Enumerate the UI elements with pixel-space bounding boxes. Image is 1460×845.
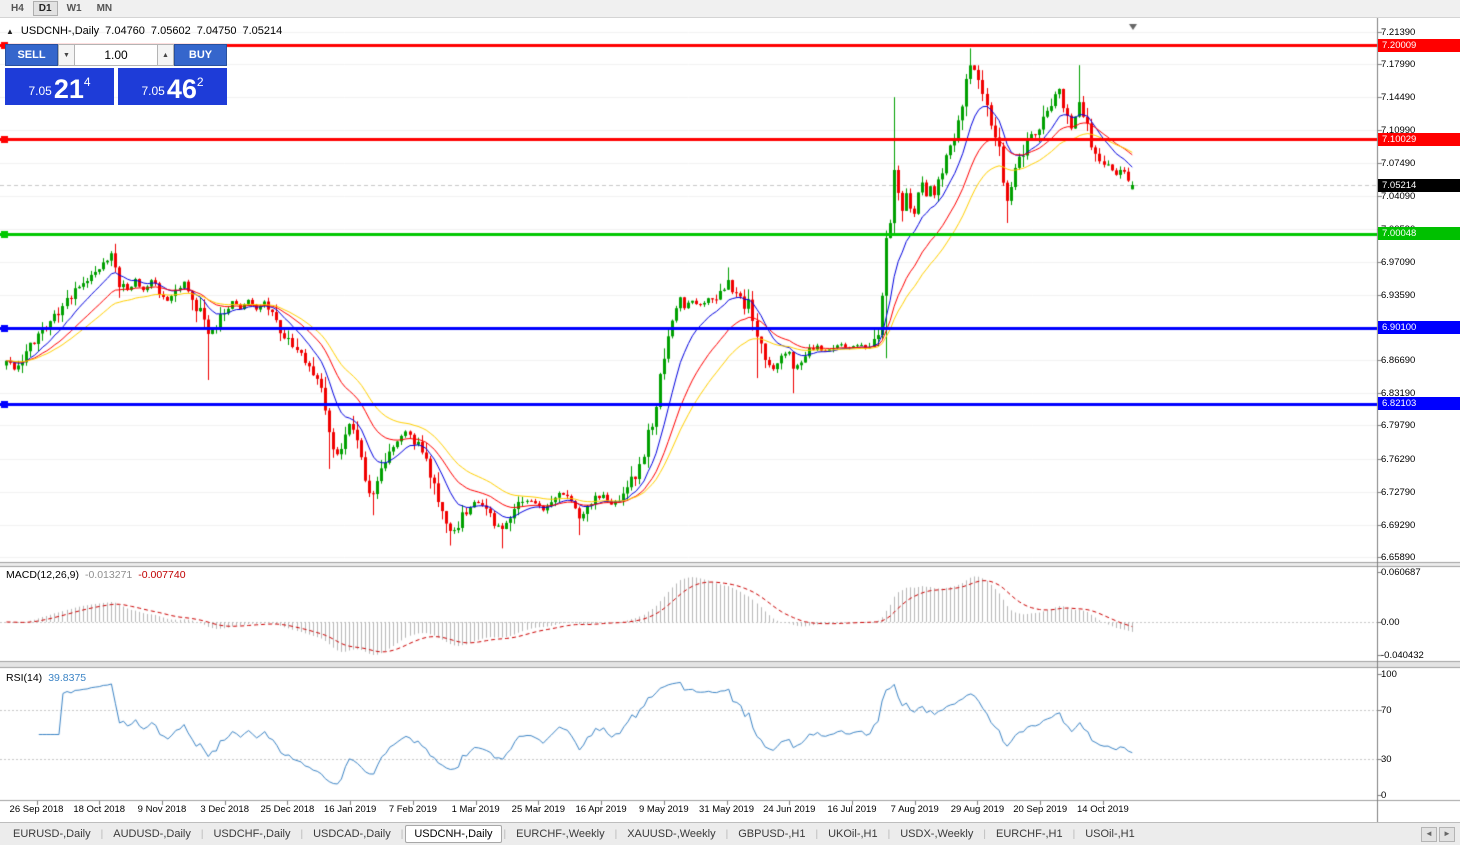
tabs-scroll-right-icon: ► bbox=[1443, 829, 1451, 838]
quote-open: 7.04760 bbox=[105, 25, 145, 37]
spinner-down-icon: ▼ bbox=[63, 51, 70, 59]
period-button-w1[interactable]: W1 bbox=[61, 1, 88, 16]
tab-separator: | bbox=[400, 828, 404, 840]
macd-signal-value: -0.007740 bbox=[138, 569, 186, 581]
buy-price-button[interactable]: 7.05 46 2 bbox=[118, 68, 227, 105]
tabs-scroll-left-button[interactable]: ◄ bbox=[1421, 826, 1437, 842]
chart-tab-usoil-h1[interactable]: USOil-,H1 bbox=[1085, 828, 1135, 840]
chart-title: ▲ USDCNH-,Daily 7.04760 7.05602 7.04750 … bbox=[6, 25, 282, 37]
chart-tab-xauusd-weekly[interactable]: XAUUSD-,Weekly bbox=[627, 828, 716, 840]
sell-button[interactable]: SELL bbox=[5, 44, 58, 66]
tab-separator: | bbox=[725, 828, 729, 840]
chart-tab-ukoil-h1[interactable]: UKOil-,H1 bbox=[828, 828, 878, 840]
macd-label: MACD(12,26,9) -0.013271 -0.007740 bbox=[6, 569, 186, 581]
quote-low: 7.04750 bbox=[196, 25, 237, 37]
rsi-label: RSI(14) 39.8375 bbox=[6, 672, 86, 684]
tab-scroll-arrows: ◄ ► bbox=[1421, 826, 1455, 842]
chart-tab-eurchf-weekly[interactable]: EURCHF-,Weekly bbox=[516, 828, 605, 840]
spinner-up-icon: ▲ bbox=[162, 51, 169, 59]
chart-tab-eurusd-daily[interactable]: EURUSD-,Daily bbox=[13, 828, 91, 840]
chart-tab-audusd-daily[interactable]: AUDUSD-,Daily bbox=[113, 828, 191, 840]
tab-separator: | bbox=[815, 828, 819, 840]
price-chart-canvas[interactable] bbox=[0, 18, 1460, 822]
quote-high: 7.05602 bbox=[150, 25, 191, 37]
chart-tab-usdx-weekly[interactable]: USDX-,Weekly bbox=[900, 828, 974, 840]
buy-price-point: 2 bbox=[196, 75, 204, 89]
tab-separator: | bbox=[1072, 828, 1076, 840]
tab-separator: | bbox=[614, 828, 618, 840]
macd-name: MACD(12,26,9) bbox=[6, 569, 79, 581]
buy-button[interactable]: BUY bbox=[174, 44, 227, 66]
chart-window[interactable]: ▲ USDCNH-,Daily 7.04760 7.05602 7.04750 … bbox=[0, 18, 1460, 822]
rsi-name: RSI(14) bbox=[6, 672, 43, 684]
tab-separator: | bbox=[200, 828, 204, 840]
timeframe-toolbar: H4 D1 W1 MN bbox=[0, 0, 1460, 18]
sell-price-pips: 21 bbox=[53, 74, 84, 104]
sell-price-button[interactable]: 7.05 21 4 bbox=[5, 68, 114, 105]
buy-price-figure: 7.05 bbox=[141, 84, 165, 98]
volume-decrease-button[interactable]: ▼ bbox=[58, 44, 75, 66]
rsi-value: 39.8375 bbox=[48, 672, 87, 684]
chart-tab-usdchf-daily[interactable]: USDCHF-,Daily bbox=[213, 828, 291, 840]
tab-separator: | bbox=[983, 828, 986, 840]
tab-separator: | bbox=[300, 828, 304, 840]
timeframe-buttons: H4 D1 W1 MN bbox=[5, 1, 118, 16]
chart-tab-eurchf-h1[interactable]: EURCHF-,H1 bbox=[995, 828, 1063, 840]
macd-value: -0.013271 bbox=[84, 569, 133, 581]
period-button-d1[interactable]: D1 bbox=[32, 1, 58, 16]
buy-price-pips: 46 bbox=[166, 74, 197, 104]
chart-symbol-period: USDCNH-,Daily bbox=[20, 25, 100, 37]
chart-tab-usdcnh-daily[interactable]: USDCNH-,Daily bbox=[405, 825, 502, 843]
tabs-scroll-left-icon: ◄ bbox=[1425, 829, 1433, 838]
chart-tabs: EURUSD-,Daily | AUDUSD-,Daily | USDCHF-,Dail… bbox=[5, 825, 1143, 843]
quote-close: 7.05214 bbox=[242, 25, 283, 37]
chart-tab-usdcad-daily[interactable]: USDCAD-,Daily bbox=[313, 828, 391, 840]
volume-input[interactable] bbox=[75, 44, 157, 66]
one-click-collapse-icon[interactable]: ▲ bbox=[6, 26, 14, 36]
tab-separator: | bbox=[503, 828, 507, 840]
tabs-scroll-right-button[interactable]: ► bbox=[1439, 826, 1455, 842]
tab-separator: | bbox=[887, 828, 891, 840]
chart-tab-gbpusd-h1[interactable]: GBPUSD-,H1 bbox=[738, 828, 806, 840]
chart-tabs-bar: EURUSD-,Daily | AUDUSD-,Daily | USDCHF-,Dail… bbox=[0, 822, 1460, 845]
sell-price-point: 4 bbox=[83, 75, 91, 89]
period-button-h4[interactable]: H4 bbox=[5, 1, 30, 16]
volume-increase-button[interactable]: ▲ bbox=[157, 44, 174, 66]
period-button-mn[interactable]: MN bbox=[91, 1, 119, 16]
sell-price-figure: 7.05 bbox=[28, 84, 52, 98]
tab-separator: | bbox=[100, 828, 104, 840]
